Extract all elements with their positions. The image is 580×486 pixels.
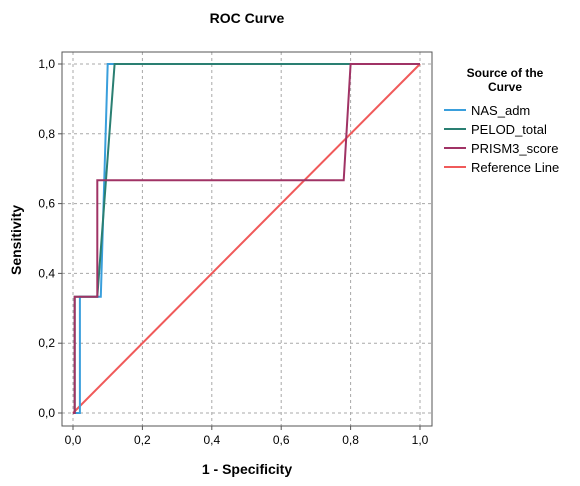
y-tick-label: 0,8 [38,127,55,141]
x-tick-label: 0,8 [342,433,359,447]
x-tick-label: 0,2 [134,433,151,447]
series-line-prism3-score [73,63,420,414]
x-tick-label: 0,6 [273,433,290,447]
series-line-reference-line [72,63,421,414]
y-tick-label: 0,2 [38,336,55,350]
legend-label: PELOD_total [471,122,547,137]
legend-label: NAS_adm [471,103,530,118]
y-tick-label: 0,6 [38,197,55,211]
y-tick-label: 1,0 [38,57,55,71]
legend-title: Source of the [467,66,544,80]
x-tick-label: 0,4 [203,433,220,447]
plot-frame [61,51,433,427]
y-tick-label: 0,4 [38,266,55,280]
y-axis-title: Sensitivity [8,205,24,275]
legend-title-line2: Curve [488,80,522,94]
legend-label: Reference Line [471,160,559,175]
x-tick-label: 1,0 [412,433,429,447]
y-tick-label: 0,0 [38,406,55,420]
x-axis-title: 1 - Specificity [202,461,292,477]
legend-label: PRISM3_score [471,141,558,156]
plot-area: 0,0 0,2 0,4 0,6 0,8 1,0 0,0 0,2 0,4 0,6 0,8 1,0 [38,51,433,447]
x-tick-label: 0,0 [65,433,82,447]
chart-title: ROC Curve [210,10,285,26]
